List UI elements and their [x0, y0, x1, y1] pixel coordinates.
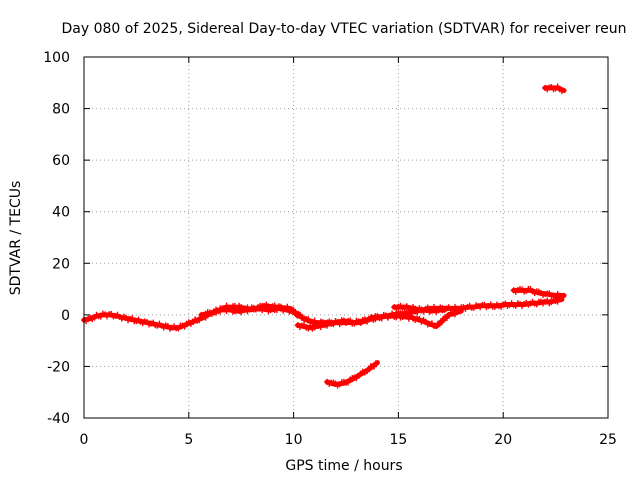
- data-point: [297, 312, 304, 319]
- x-tick-label: 5: [184, 432, 193, 448]
- data-point: [317, 324, 324, 331]
- y-tick-label: 80: [52, 102, 70, 118]
- series-segment: [382, 307, 464, 329]
- x-tick-label: 20: [494, 432, 512, 448]
- chart-title: Day 080 of 2025, Sidereal Day-to-day VTE…: [61, 21, 626, 37]
- series-segment: [198, 301, 305, 320]
- y-tick-label: 20: [52, 256, 70, 272]
- y-tick-label: -20: [47, 359, 70, 375]
- x-axis-label: GPS time / hours: [285, 458, 402, 474]
- plot-frame: [83, 56, 609, 419]
- y-tick-label: 100: [43, 50, 70, 66]
- y-tick-label: 0: [61, 308, 70, 324]
- data-point: [196, 317, 203, 324]
- data-point: [371, 363, 378, 370]
- data-point: [439, 307, 446, 314]
- data-point: [284, 303, 291, 310]
- data-point: [366, 366, 373, 373]
- data-layer: [81, 83, 567, 389]
- series-segment: [324, 360, 380, 389]
- x-tick-label: 0: [80, 432, 89, 448]
- tick-layer: 0 5 10 15 20 25 -40 -20 0 20 40 60 80 100: [43, 50, 617, 448]
- x-tick-label: 10: [285, 432, 303, 448]
- data-point: [175, 325, 182, 332]
- data-point: [129, 315, 136, 322]
- data-point: [221, 306, 228, 313]
- y-axis-label: SDTVAR / TECUs: [8, 181, 24, 296]
- data-point: [558, 293, 565, 300]
- y-tick-label: 40: [52, 205, 70, 221]
- y-tick-label: -40: [47, 411, 70, 427]
- series-segment: [294, 311, 389, 332]
- series-segment: [391, 302, 447, 316]
- data-point: [372, 360, 379, 367]
- y-tick-label: 60: [52, 153, 70, 169]
- x-tick-label: 25: [599, 432, 617, 448]
- data-point: [438, 319, 445, 326]
- x-tick-label: 15: [389, 432, 407, 448]
- data-point: [456, 307, 463, 314]
- data-point: [345, 379, 352, 386]
- grid-layer: [84, 57, 608, 418]
- series-segment: [510, 285, 567, 300]
- data-point: [97, 313, 104, 320]
- data-point: [558, 87, 565, 94]
- series-segment: [542, 83, 567, 94]
- data-point: [290, 306, 297, 313]
- data-point: [305, 316, 312, 323]
